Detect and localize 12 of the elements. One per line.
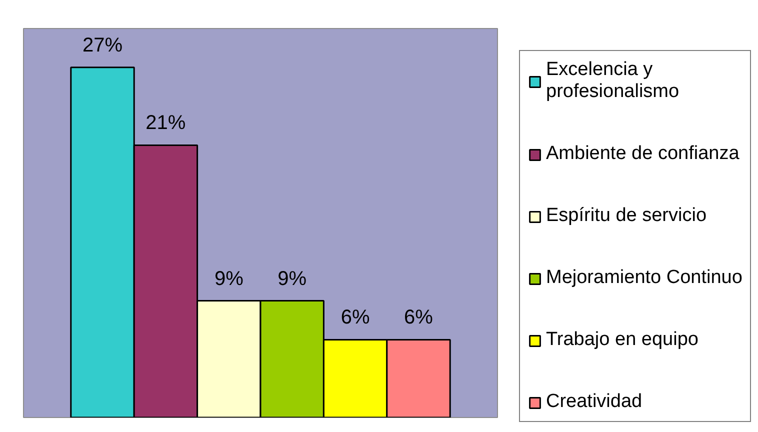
data-label: 6% [404,306,434,329]
data-label: 9% [278,268,307,290]
data-label: 9% [214,268,244,290]
legend-label: Trabajo en equipo [546,329,698,351]
data-label: 27% [82,34,123,56]
data-label: 6% [340,306,370,329]
legend-label: Ambiente de confianza [546,143,740,165]
data-label: 21% [146,112,186,134]
legend-label: Creatividad [546,391,642,413]
legend-label: Mejoramiento Continuo [546,267,742,289]
legend-label: Excelencia y profesionalismo [546,59,680,103]
legend-label: Espíritu de servicio [546,205,707,227]
